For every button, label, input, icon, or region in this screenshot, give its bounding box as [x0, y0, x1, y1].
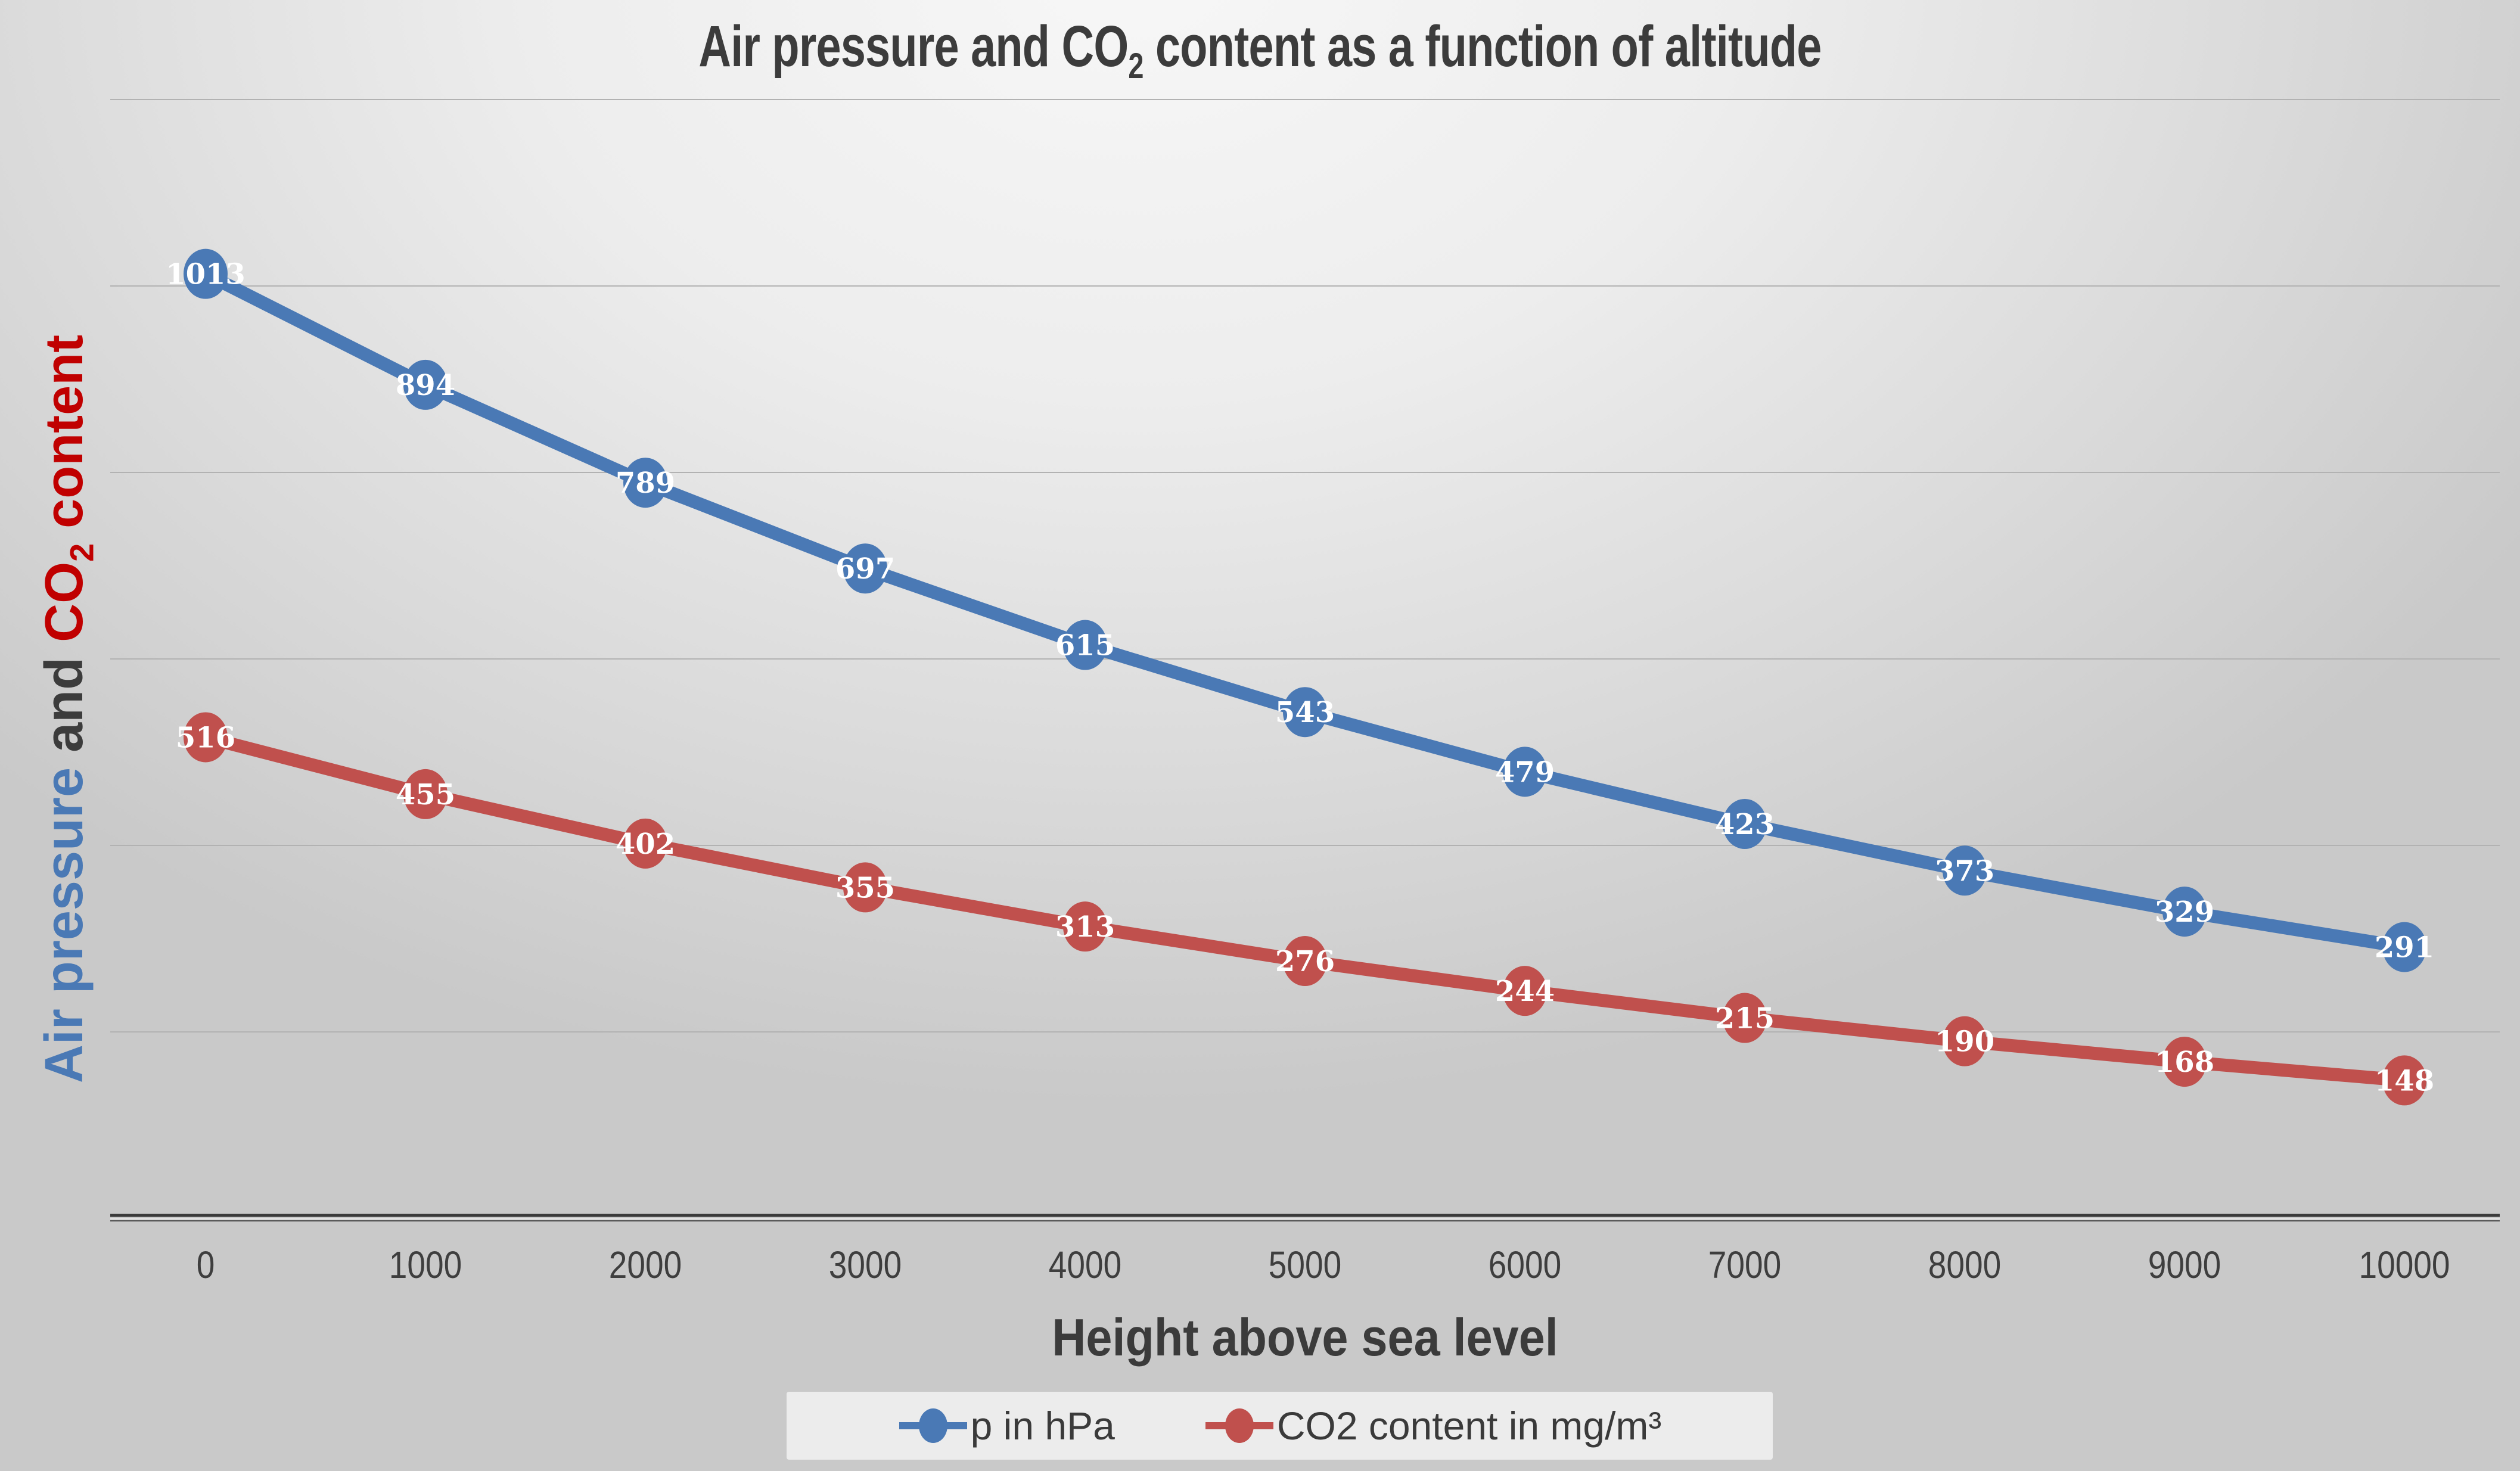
chart-title-suffix: content as a function of altitude: [1143, 14, 1822, 79]
data-point-label: 516: [176, 721, 235, 754]
data-point-marker-pressure[interactable]: [2162, 887, 2207, 937]
chart-title-subscript: 2: [1128, 45, 1144, 86]
data-point-marker-pressure[interactable]: [184, 248, 228, 299]
x-tick-label-7000: 7000: [1708, 1243, 1782, 1286]
data-point-label: 190: [1935, 1025, 1994, 1059]
x-tick-label-4000: 4000: [1048, 1243, 1122, 1286]
data-point-label: 894: [396, 369, 455, 402]
legend-label: CO2 content in mg/m³: [1276, 1404, 1662, 1448]
data-point-label: 148: [2375, 1064, 2434, 1097]
data-point-label: 697: [835, 552, 895, 586]
x-tick-label-2000: 2000: [608, 1243, 682, 1286]
x-tick-label-0: 0: [196, 1243, 215, 1286]
legend-label: p in hPa: [970, 1404, 1115, 1448]
x-tick-label-6000: 6000: [1488, 1243, 1562, 1286]
data-point-label: 402: [616, 828, 675, 861]
legend-line-marker-icon: [1205, 1408, 1273, 1443]
data-point-label: 313: [1055, 910, 1115, 944]
data-point-label: 543: [1275, 696, 1335, 729]
data-point-label: 615: [1055, 629, 1115, 663]
data-point-marker-co2[interactable]: [2382, 1055, 2426, 1106]
data-point-label: 355: [835, 871, 895, 904]
x-tick-label-1000: 1000: [389, 1243, 462, 1286]
data-point-marker-co2[interactable]: [2162, 1037, 2207, 1087]
data-point-label: 1013: [166, 258, 246, 291]
data-point-marker-pressure[interactable]: [1503, 747, 1547, 797]
legend-line-marker-icon: [899, 1408, 967, 1443]
data-point-label: 244: [1495, 975, 1555, 1008]
chart-title: Air pressure and CO2 content as a functi…: [277, 13, 2243, 86]
data-point-marker-co2[interactable]: [1503, 966, 1547, 1016]
legend-item-pressure[interactable]: p in hPa: [898, 1401, 1115, 1451]
data-point-marker-pressure[interactable]: [1283, 687, 1327, 738]
data-point-marker-co2[interactable]: [1063, 901, 1107, 952]
x-tick-label-9000: 9000: [2148, 1243, 2221, 1286]
data-point-marker-pressure[interactable]: [403, 359, 448, 410]
data-point-marker-co2[interactable]: [1943, 1016, 1987, 1066]
data-point-label: 291: [2375, 931, 2434, 965]
data-point-marker-pressure[interactable]: [1943, 845, 1987, 896]
data-point-label: 423: [1715, 808, 1775, 841]
legend-item-co2[interactable]: CO2 content in mg/m³: [1204, 1401, 1662, 1451]
data-point-marker-co2[interactable]: [1723, 993, 1767, 1043]
data-point-label: 479: [1495, 755, 1555, 789]
data-point-marker-co2[interactable]: [403, 769, 448, 819]
series-line-pressure[interactable]: [199, 267, 2411, 954]
chart-title-prefix: Air pressure and CO: [698, 14, 1129, 79]
x-tick-label-5000: 5000: [1268, 1243, 1342, 1286]
legend: p in hPa CO2 content in mg/m³: [787, 1392, 1773, 1460]
data-point-marker-co2[interactable]: [184, 712, 228, 763]
x-axis-title: Height above sea level: [1052, 1308, 1558, 1367]
series-line-co2[interactable]: [199, 730, 2411, 1087]
x-tick-label-8000: 8000: [1928, 1243, 2002, 1286]
data-point-label: 276: [1275, 945, 1335, 978]
data-point-label: 215: [1715, 1002, 1775, 1035]
data-point-marker-co2[interactable]: [1283, 936, 1327, 987]
x-tick-label-3000: 3000: [828, 1243, 902, 1286]
x-tick-label-10000: 10000: [2359, 1243, 2450, 1286]
data-point-label: 373: [1935, 854, 1994, 888]
data-point-marker-co2[interactable]: [843, 862, 887, 913]
data-point-marker-pressure[interactable]: [843, 543, 887, 594]
data-point-label: 329: [2155, 895, 2214, 929]
data-point-marker-pressure[interactable]: [1723, 799, 1767, 850]
data-point-label: 168: [2155, 1046, 2214, 1079]
data-point-marker-pressure[interactable]: [2382, 922, 2426, 972]
data-point-label: 455: [396, 778, 455, 811]
data-point-marker-pressure[interactable]: [623, 458, 667, 508]
data-point-marker-co2[interactable]: [623, 818, 667, 869]
data-point-label: 789: [616, 467, 675, 500]
data-point-marker-pressure[interactable]: [1063, 620, 1107, 670]
